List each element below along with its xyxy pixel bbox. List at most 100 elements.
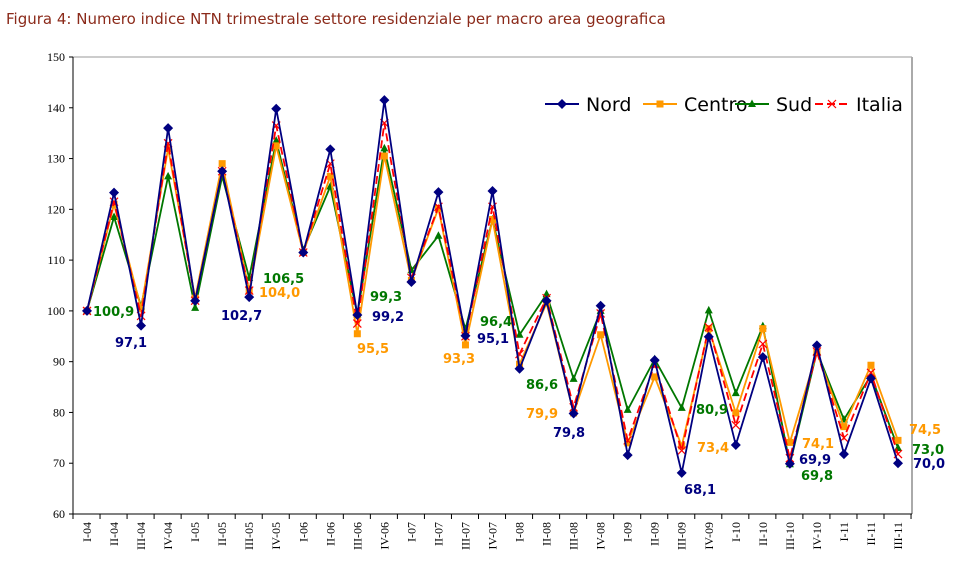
diamond-marker bbox=[433, 187, 444, 198]
triangle-marker bbox=[623, 405, 632, 413]
y-tick-label: 150 bbox=[47, 50, 65, 64]
diamond-marker bbox=[622, 450, 633, 461]
diamond-marker bbox=[271, 103, 282, 114]
x-tick-label: II-10 bbox=[756, 522, 770, 546]
y-tick-label: 140 bbox=[47, 101, 65, 115]
x-marker bbox=[352, 319, 362, 329]
triangle-marker bbox=[272, 136, 281, 144]
diamond-marker bbox=[557, 99, 567, 109]
data-label: 95,1 bbox=[477, 332, 509, 347]
data-label: 70,0 bbox=[913, 457, 945, 472]
x-marker bbox=[866, 368, 876, 378]
square-marker bbox=[786, 438, 794, 446]
diamond-marker bbox=[109, 187, 120, 198]
x-tick-label: III-04 bbox=[134, 522, 148, 550]
square-marker bbox=[894, 436, 902, 444]
data-label: 99,3 bbox=[370, 290, 402, 305]
data-label: 93,3 bbox=[443, 352, 475, 367]
data-label: 96,4 bbox=[480, 315, 512, 330]
data-label: 68,1 bbox=[684, 483, 716, 498]
x-marker bbox=[704, 322, 714, 332]
diamond-marker bbox=[703, 331, 714, 342]
diamond-marker bbox=[838, 449, 849, 460]
data-label: 74,1 bbox=[802, 437, 834, 452]
diamond-marker bbox=[514, 363, 525, 374]
square-marker bbox=[272, 142, 280, 150]
legend-item-centro: Centro bbox=[643, 94, 747, 116]
data-label: 86,6 bbox=[526, 378, 558, 393]
diamond-marker bbox=[595, 300, 606, 311]
diamond-marker bbox=[568, 408, 579, 419]
x-tick-label: II-08 bbox=[540, 522, 554, 546]
x-tick-label: II-05 bbox=[215, 522, 229, 546]
diamond-marker bbox=[676, 467, 687, 478]
legend-item-sud: Sud bbox=[735, 94, 812, 116]
square-marker bbox=[651, 373, 659, 381]
x-tick-label: II-11 bbox=[864, 522, 878, 546]
x-marker bbox=[827, 99, 837, 109]
diamond-marker bbox=[379, 95, 390, 106]
x-tick-label: III-06 bbox=[350, 522, 364, 550]
x-tick-label: II-04 bbox=[107, 522, 121, 546]
data-label: 100,9 bbox=[93, 305, 134, 320]
diamond-marker bbox=[784, 458, 795, 469]
x-tick-label: II-09 bbox=[648, 522, 662, 546]
data-label: 104,0 bbox=[259, 286, 300, 301]
x-marker bbox=[136, 311, 146, 321]
diamond-marker bbox=[82, 305, 92, 316]
legend-item-nord: Nord bbox=[545, 94, 631, 116]
diamond-marker bbox=[352, 309, 363, 320]
diamond-marker bbox=[865, 373, 876, 384]
square-marker bbox=[759, 325, 767, 333]
x-tick-label: III-05 bbox=[242, 522, 256, 550]
diamond-marker bbox=[460, 330, 471, 341]
diamond-marker bbox=[811, 340, 822, 351]
x-tick-label: I-04 bbox=[80, 522, 94, 542]
x-tick-label: IV-04 bbox=[161, 522, 175, 550]
x-tick-label: III-08 bbox=[567, 522, 581, 550]
triangle-marker bbox=[434, 231, 443, 239]
series-nord bbox=[82, 95, 903, 478]
data-label: 79,9 bbox=[526, 407, 558, 422]
x-tick-label: IV-05 bbox=[269, 522, 283, 550]
legend-label: Italia bbox=[856, 94, 903, 116]
triangle-marker bbox=[748, 99, 756, 107]
data-label: 79,8 bbox=[553, 426, 585, 441]
square-marker bbox=[461, 341, 469, 349]
x-marker bbox=[677, 446, 687, 455]
x-tick-label: I-10 bbox=[729, 522, 743, 542]
triangle-marker bbox=[515, 330, 524, 338]
x-tick-label: III-07 bbox=[458, 522, 472, 550]
data-label: 95,5 bbox=[357, 342, 389, 357]
data-label: 73,4 bbox=[697, 441, 729, 456]
chart-title: Figura 4: Numero indice NTN trimestrale … bbox=[6, 10, 666, 28]
y-tick-label: 80 bbox=[53, 405, 65, 419]
x-tick-label: IV-09 bbox=[702, 522, 716, 550]
data-label: 69,8 bbox=[801, 469, 833, 484]
y-tick-label: 120 bbox=[47, 202, 65, 216]
x-tick-label: III-10 bbox=[783, 522, 797, 550]
data-label: 73,0 bbox=[912, 443, 944, 458]
x-tick-label: III-11 bbox=[891, 522, 905, 550]
square-marker bbox=[678, 442, 686, 450]
x-marker bbox=[758, 339, 768, 349]
square-marker bbox=[597, 331, 605, 339]
square-marker bbox=[656, 100, 664, 108]
y-tick-label: 130 bbox=[47, 152, 65, 166]
diamond-marker bbox=[757, 352, 768, 363]
diamond-marker bbox=[487, 186, 498, 197]
diamond-marker bbox=[541, 295, 552, 306]
data-label: 74,5 bbox=[909, 423, 941, 438]
diamond-marker bbox=[298, 247, 309, 258]
diamond-marker bbox=[163, 123, 174, 134]
legend-label: Sud bbox=[776, 94, 812, 116]
diamond-marker bbox=[244, 292, 255, 303]
y-tick-label: 110 bbox=[47, 253, 65, 267]
data-label: 102,7 bbox=[221, 309, 262, 324]
diamond-marker bbox=[893, 458, 903, 469]
triangle-marker bbox=[569, 374, 578, 382]
square-marker bbox=[732, 409, 740, 417]
triangle-marker bbox=[677, 403, 686, 411]
diamond-marker bbox=[730, 439, 741, 450]
